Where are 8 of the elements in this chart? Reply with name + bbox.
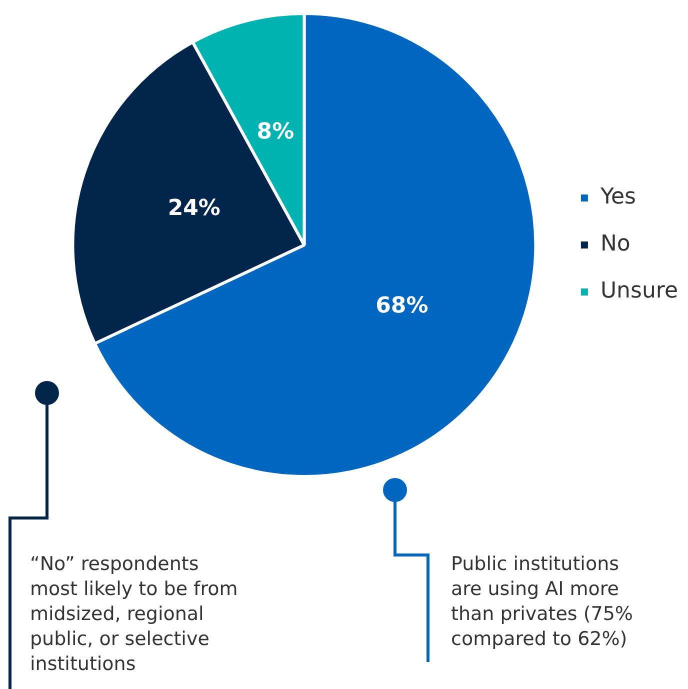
text: Public institutions are using AI more than privates (75% compared to 62%) — [451, 552, 634, 652]
legend-label: No — [600, 232, 630, 257]
legend-label: Unsure — [600, 278, 678, 304]
data-label: 68% — [376, 294, 428, 319]
text: “No” respondents most likely to be from midsized, regional public, or selective institutions — [30, 552, 239, 677]
data-label: 24% — [168, 196, 220, 221]
data-label: 8% — [256, 120, 294, 145]
legend-label: Yes — [599, 184, 636, 210]
